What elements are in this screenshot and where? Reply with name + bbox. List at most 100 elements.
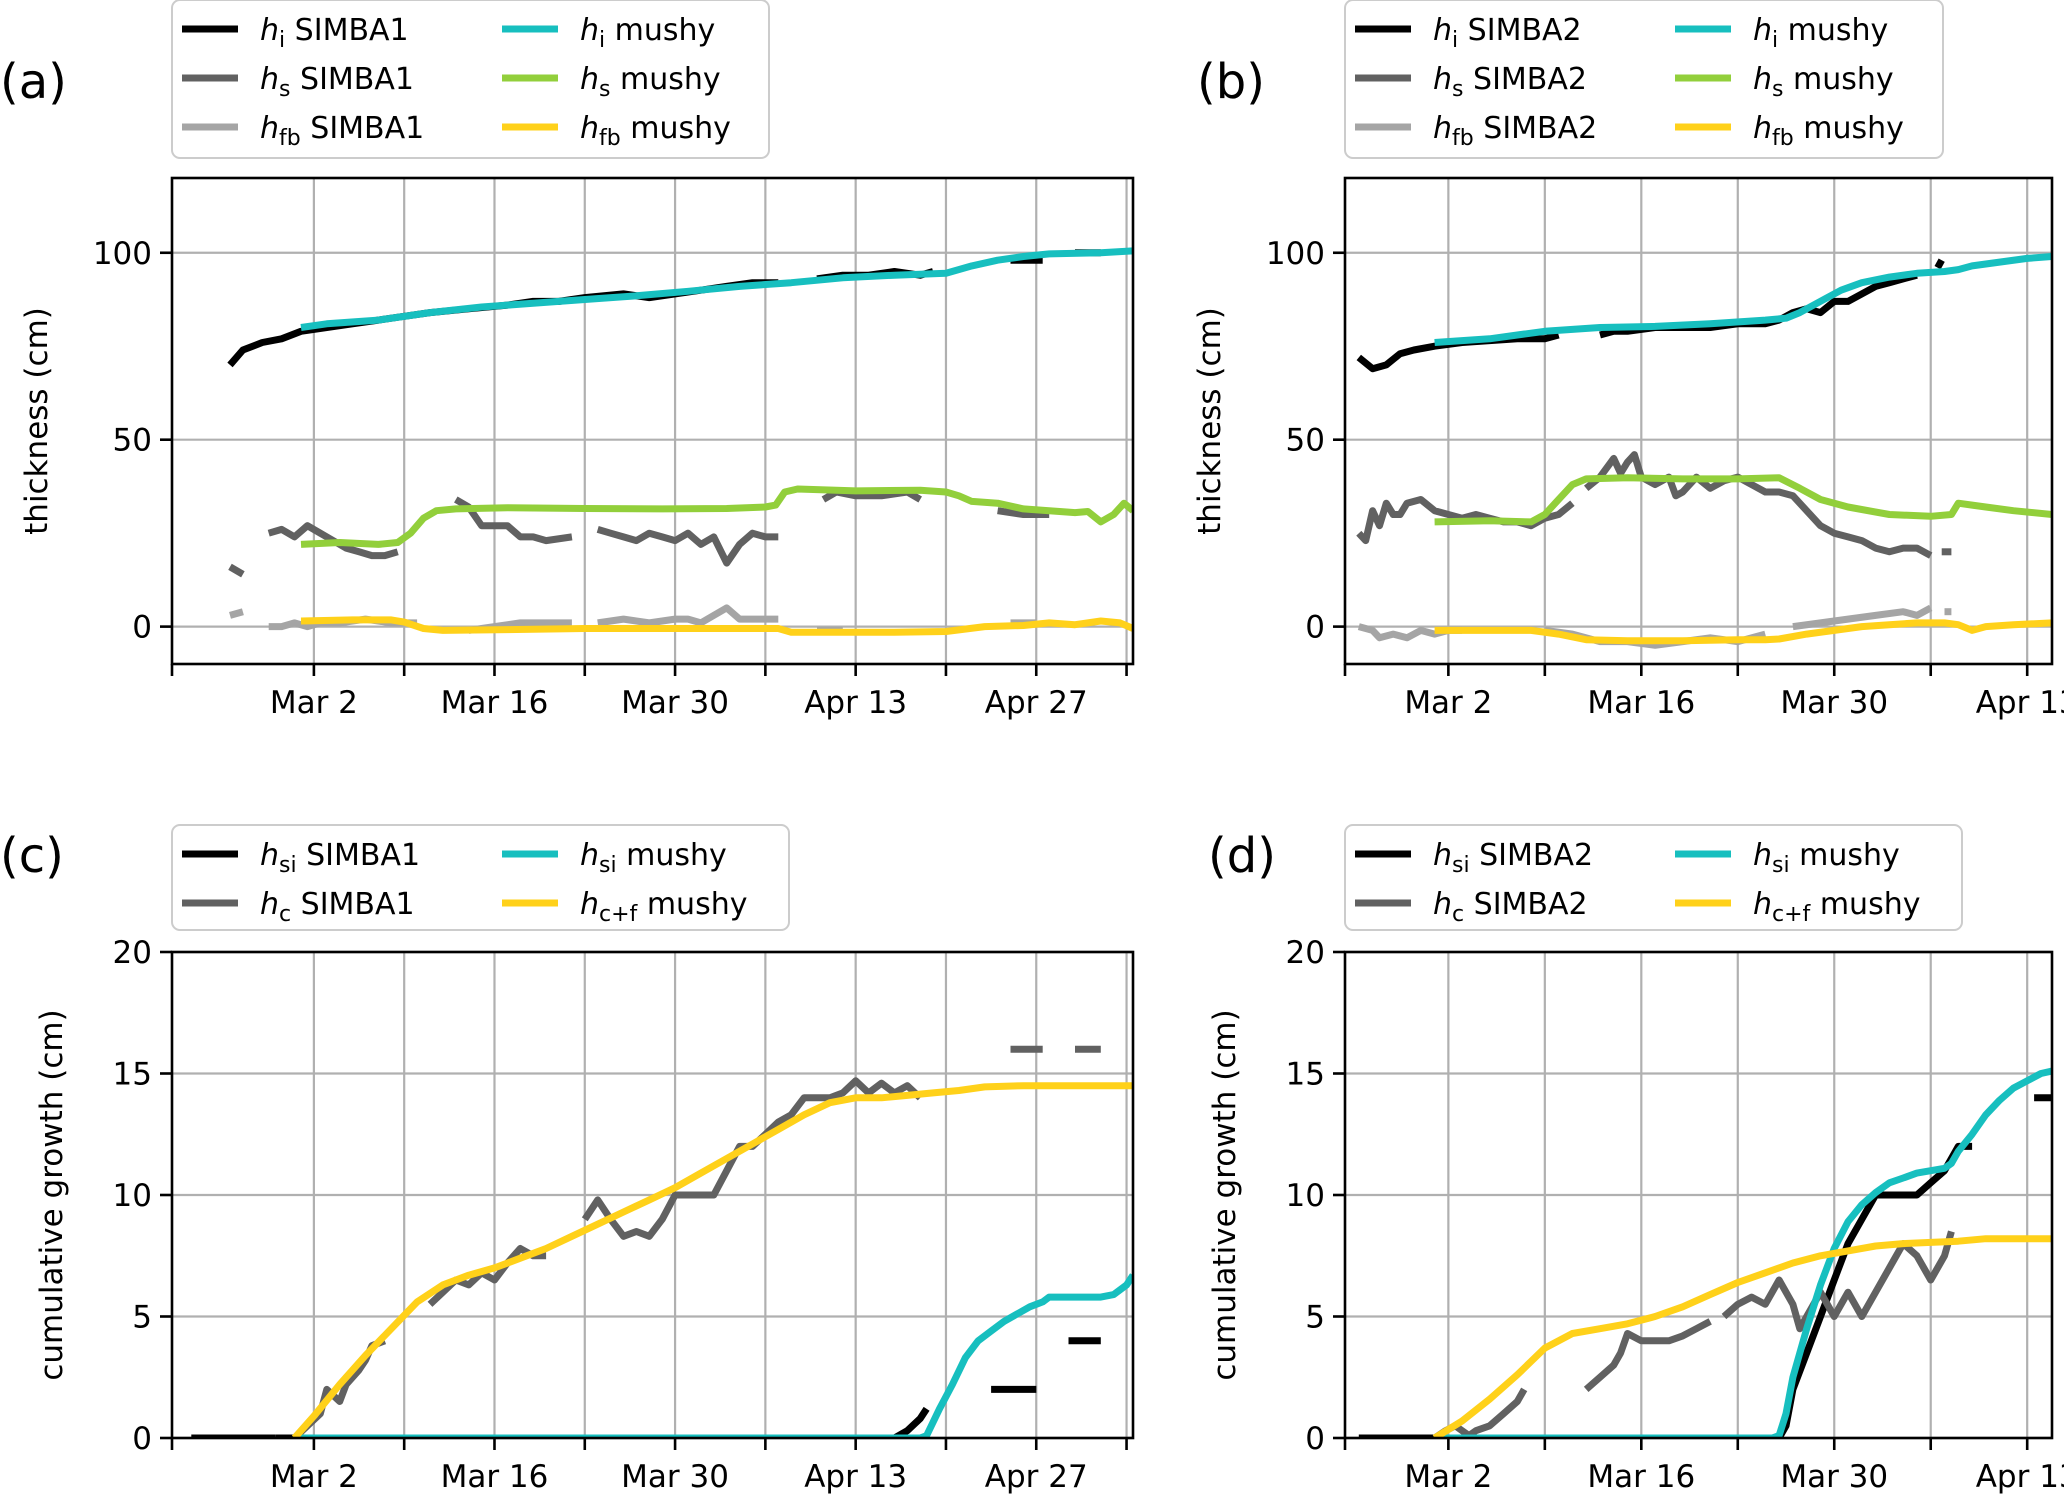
series-line xyxy=(300,616,1133,636)
y-axis-label: thickness (cm) xyxy=(19,307,55,535)
legend-symbol: h xyxy=(1753,887,1772,922)
axes-frame xyxy=(1343,176,2054,666)
legend-label: hi SIMBA1 xyxy=(260,13,409,53)
panel-b: Mar 2 Mar 16 Mar 30 Apr 13 0 50 100 thickness (… xyxy=(1192,0,2064,721)
y-tick-label: 15 xyxy=(1286,1057,1325,1093)
legend-label: hi mushy xyxy=(580,13,715,53)
legend-symbol: h xyxy=(580,13,599,48)
y-tick-label: 0 xyxy=(1305,1421,1325,1457)
y-tick-label: 5 xyxy=(1305,1300,1325,1336)
legend-subscript: s xyxy=(1452,77,1463,102)
y-axis-label: cumulative growth (cm) xyxy=(1207,1009,1243,1380)
legend-label: hs mushy xyxy=(580,62,721,102)
legend-label: hi SIMBA2 xyxy=(1433,13,1582,53)
legend-label: hsi mushy xyxy=(580,838,727,878)
series-line xyxy=(596,526,779,567)
legend-label: hfb SIMBA2 xyxy=(1433,111,1597,151)
legend-label: hsi mushy xyxy=(1753,838,1900,878)
x-tick-label: Mar 2 xyxy=(1404,1459,1492,1495)
legend-label: hfb mushy xyxy=(1753,111,1904,151)
x-tick-label: Apr 13 xyxy=(1976,1459,2064,1495)
legend-text: SIMBA2 xyxy=(1474,111,1598,146)
series-group xyxy=(191,1045,1133,1438)
legend-subscript: i xyxy=(1452,28,1458,53)
legend-subscript: i xyxy=(599,28,605,53)
legend-text: SIMBA1 xyxy=(301,111,425,146)
x-tick-label: Mar 2 xyxy=(1404,685,1492,721)
legend-text: mushy xyxy=(617,838,727,873)
series-line xyxy=(1583,1318,1712,1393)
series-line xyxy=(1721,1230,1955,1333)
panel-label: (b) xyxy=(1197,54,1265,110)
legend-text: SIMBA2 xyxy=(1464,887,1588,922)
legend-text: mushy xyxy=(610,62,720,97)
series-line xyxy=(291,1082,1133,1438)
y-tick-label: 10 xyxy=(1286,1178,1325,1214)
legend-text: mushy xyxy=(637,887,747,922)
legend-symbol: h xyxy=(260,887,279,922)
legend-text: mushy xyxy=(1790,838,1900,873)
legend-subscript: c xyxy=(279,902,291,927)
legend-subscript: si xyxy=(1452,853,1470,878)
series-group xyxy=(1358,1067,2052,1438)
legend-text: SIMBA1 xyxy=(297,838,421,873)
legend-label: hc SIMBA1 xyxy=(260,887,415,927)
legend-text: SIMBA1 xyxy=(290,62,414,97)
legend-text: mushy xyxy=(621,111,731,146)
series-line xyxy=(581,1077,923,1240)
legend-box xyxy=(1344,0,1944,159)
series-line xyxy=(229,608,244,619)
series-line xyxy=(294,1273,1133,1438)
legend-label: hsi SIMBA1 xyxy=(260,838,420,878)
legend-text: SIMBA2 xyxy=(1463,62,1587,97)
legend-symbol: h xyxy=(1753,62,1772,97)
legend-text: mushy xyxy=(1783,62,1893,97)
y-tick-label: 20 xyxy=(113,935,152,971)
legend-symbol: h xyxy=(1753,838,1772,873)
legend-subscript: si xyxy=(599,853,617,878)
legend-symbol: h xyxy=(260,62,279,97)
series-line xyxy=(997,507,1050,518)
series-line xyxy=(275,1406,930,1438)
legend-symbol: h xyxy=(580,887,599,922)
legend-text: SIMBA2 xyxy=(1470,838,1594,873)
legend-symbol: h xyxy=(1753,111,1772,146)
x-tick-label: Mar 16 xyxy=(441,685,549,721)
series-line xyxy=(1434,253,2052,346)
legend-symbol: h xyxy=(580,62,599,97)
legend-label: hi mushy xyxy=(1753,13,1888,53)
series-line xyxy=(1583,451,1933,559)
x-tick-label: Mar 30 xyxy=(1780,685,1888,721)
y-tick-label: 5 xyxy=(132,1300,152,1336)
legend-symbol: h xyxy=(260,111,279,146)
legend-symbol: h xyxy=(260,13,279,48)
legend-symbol: h xyxy=(1433,13,1452,48)
y-tick-label: 0 xyxy=(1305,610,1325,646)
series-line xyxy=(1792,604,1933,631)
panel-label: (d) xyxy=(1208,828,1276,884)
series-line xyxy=(1356,331,1560,373)
panel-a: Mar 2 Mar 16 Mar 30 Apr 13 Apr 27 0 50 100 thick… xyxy=(0,0,1135,721)
legend-box xyxy=(171,0,770,159)
series-line xyxy=(1934,258,1945,270)
legend-symbol: h xyxy=(1433,887,1452,922)
x-tick-label: Apr 13 xyxy=(804,685,907,721)
legend-subscript: si xyxy=(1772,853,1790,878)
legend-symbol: h xyxy=(580,111,599,146)
legend-subscript: fb xyxy=(599,126,621,151)
legend-label: hs SIMBA1 xyxy=(260,62,414,102)
series-line xyxy=(300,485,1133,548)
series-line xyxy=(1434,474,2052,526)
y-tick-label: 0 xyxy=(132,1421,152,1457)
legend-text: SIMBA1 xyxy=(285,13,409,48)
x-tick-label: Mar 16 xyxy=(1587,1459,1695,1495)
legend-symbol: h xyxy=(1433,62,1452,97)
series-line xyxy=(597,604,779,627)
legend-label: hs mushy xyxy=(1753,62,1894,102)
grid xyxy=(172,178,1133,664)
y-tick-label: 20 xyxy=(1286,935,1325,971)
